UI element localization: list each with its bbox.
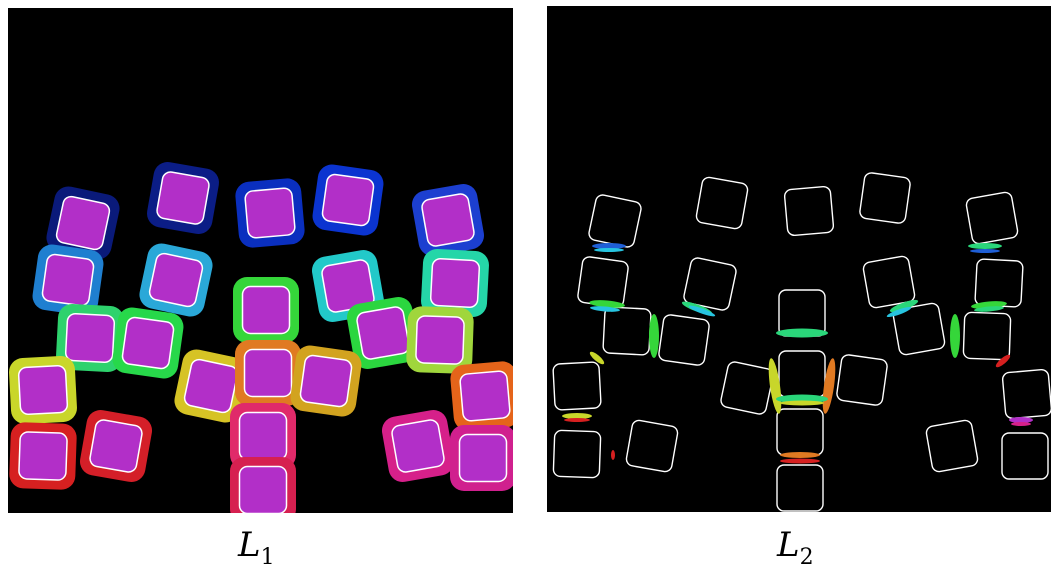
region-square xyxy=(244,187,296,239)
region-square xyxy=(17,364,69,416)
contact-streak xyxy=(889,299,919,313)
contact-streak xyxy=(968,243,1002,249)
region-square xyxy=(89,419,143,473)
region-square xyxy=(459,370,511,422)
contact-streak xyxy=(649,314,659,358)
outline-square xyxy=(602,306,652,356)
caption-l1-symbol: L xyxy=(238,525,261,565)
region-square xyxy=(299,354,353,408)
panel-l2-image xyxy=(547,6,1051,512)
outline-square xyxy=(776,408,824,456)
region-square xyxy=(429,257,481,309)
outline-square xyxy=(1001,368,1051,420)
outline-square xyxy=(862,255,916,309)
contact-streak xyxy=(564,418,590,422)
outline-square xyxy=(552,429,602,479)
contact-streak xyxy=(589,300,625,308)
contact-streak xyxy=(1011,422,1031,426)
region-square xyxy=(391,419,445,473)
region-square xyxy=(55,195,111,251)
contact-streak xyxy=(688,305,716,317)
caption-l2-subscript: 2 xyxy=(799,544,814,570)
outline-square xyxy=(577,256,629,308)
l2-contact-outlines xyxy=(552,172,1051,512)
region-square xyxy=(183,358,239,414)
contact-streak xyxy=(970,249,1000,253)
region-square xyxy=(156,171,210,225)
panel-l1-image xyxy=(8,8,513,513)
region-square xyxy=(64,312,116,364)
outline-square xyxy=(658,314,710,366)
outline-square xyxy=(778,350,826,398)
region-square xyxy=(238,411,288,461)
contact-streak xyxy=(780,400,824,406)
contact-streak xyxy=(995,354,1011,368)
contact-streak xyxy=(592,243,626,249)
outline-square xyxy=(859,172,911,224)
region-square xyxy=(356,306,410,360)
contact-streak xyxy=(886,306,912,318)
region-square xyxy=(321,173,375,227)
contact-streak xyxy=(950,314,960,358)
outline-square xyxy=(783,185,835,237)
region-square xyxy=(415,315,465,365)
l1-square-regions xyxy=(9,161,513,513)
outline-square xyxy=(836,354,888,406)
region-square xyxy=(148,252,204,308)
contact-streak xyxy=(562,413,592,419)
caption-l1-subscript: 1 xyxy=(260,544,275,570)
outline-square xyxy=(625,419,679,473)
caption-l2-symbol: L xyxy=(777,525,800,565)
outline-square xyxy=(695,176,749,230)
contact-streak xyxy=(589,351,605,365)
outline-square xyxy=(720,361,774,415)
contact-streak xyxy=(974,306,1004,312)
outline-square xyxy=(962,311,1012,361)
contact-streak xyxy=(1009,417,1033,423)
contact-streak xyxy=(594,248,624,252)
region-square xyxy=(421,193,475,247)
contact-streak xyxy=(611,450,615,460)
caption-l2: L2 xyxy=(777,528,814,569)
contact-streak xyxy=(590,306,620,312)
region-square xyxy=(18,431,68,481)
outline-square xyxy=(892,302,946,356)
caption-l1: L1 xyxy=(238,528,275,569)
contact-streak xyxy=(822,358,836,414)
outline-square xyxy=(552,361,602,411)
outline-square xyxy=(974,258,1024,308)
region-square xyxy=(41,253,95,307)
outline-square xyxy=(776,464,824,512)
region-square xyxy=(121,316,175,370)
outline-square xyxy=(683,257,737,311)
region-square xyxy=(243,348,293,398)
outline-square xyxy=(925,419,979,473)
contact-streak xyxy=(768,358,782,414)
outline-square xyxy=(588,194,642,248)
region-square xyxy=(238,465,288,513)
outline-square xyxy=(965,191,1019,245)
contact-streak xyxy=(780,452,820,458)
region-square xyxy=(458,433,508,483)
contact-streak xyxy=(780,458,820,464)
contact-streak xyxy=(776,328,828,338)
outline-square xyxy=(1001,432,1049,480)
region-square xyxy=(241,285,291,335)
